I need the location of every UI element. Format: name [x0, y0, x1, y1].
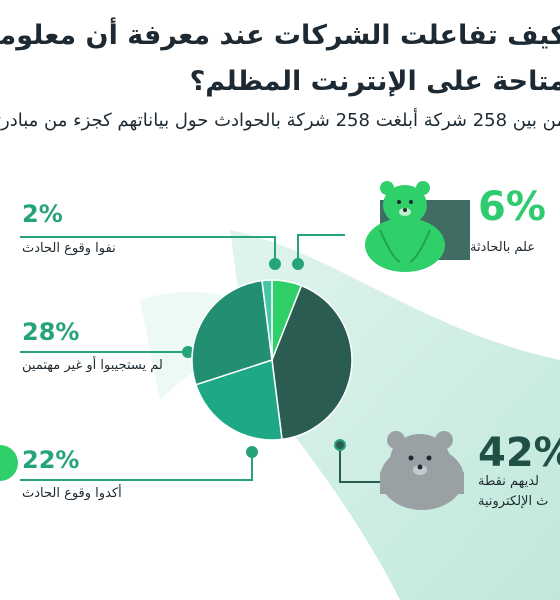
label-2: نفوا وقوع الحادث: [22, 241, 116, 256]
leader-22pct: [20, 452, 253, 481]
label-42-line2: ث الإلكترونية: [478, 494, 549, 509]
pct-42: 42%: [478, 430, 560, 476]
title-line-1: كيف تفاعلت الشركات عند معرفة أن معلوماته…: [0, 20, 560, 51]
pct-2: 2%: [22, 200, 63, 228]
label-42-line1: لديهم نقطة: [478, 474, 540, 489]
leader-6pct: [297, 234, 345, 262]
green-bear-icon: [365, 181, 470, 272]
pct-22: 22%: [22, 446, 80, 474]
leader-dot-42pct: [334, 439, 346, 451]
pie-slice-2pct: [261, 279, 273, 361]
title-line-2: متاحة على الإنترنت المظلم؟: [189, 66, 560, 97]
pie-slice-28pct: [191, 279, 273, 386]
leader-dot-22pct: [246, 446, 258, 458]
label-28: لم يستجيبوا أو غير مهتمين: [22, 358, 163, 373]
leader-2pct: [20, 236, 276, 263]
label-6: علم بالحادثة: [470, 240, 536, 255]
pct-6: 6%: [478, 184, 546, 230]
pie-chart: [191, 279, 353, 441]
label-22: أكدوا وقوع الحادث: [22, 486, 122, 501]
subtitle: من بين 258 شركة أبلغت 258 شركة بالحوادث …: [0, 110, 560, 131]
gray-bear-icon: [380, 431, 464, 510]
leader-dot-6pct: [292, 258, 304, 270]
pie-slice-42pct: [271, 284, 353, 441]
leader-dot-2pct: [269, 258, 281, 270]
left-green-badge: [0, 445, 18, 481]
pct-28: 28%: [22, 318, 80, 346]
pie-slice-22pct: [194, 359, 283, 441]
